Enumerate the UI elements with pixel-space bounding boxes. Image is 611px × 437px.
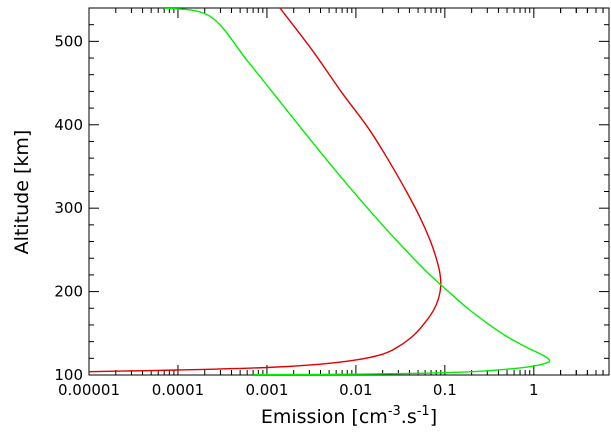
x-axis-title: Emission [cm-3.s-1] (261, 404, 437, 428)
series-line-1 (89, 8, 442, 373)
y-tick-label: 400 (54, 116, 83, 134)
axis-ticks (88, 7, 610, 376)
axis-tick-labels: 0.00001 0.0001 0.001 0.01 0.1 1 100 200 300 400 50… (54, 32, 538, 399)
y-tick-label: 200 (54, 283, 83, 301)
x-tick-label: 1 (529, 381, 539, 399)
plot-frame (88, 7, 610, 376)
x-tick-label: 0.00001 (58, 381, 120, 399)
x-tick-label: 0.1 (433, 381, 457, 399)
series-line-2 (164, 8, 551, 375)
x-tick-label: 0.01 (339, 381, 372, 399)
series-lines (89, 8, 551, 375)
y-tick-label: 100 (54, 366, 83, 384)
y-tick-label: 300 (54, 199, 83, 217)
x-tick-label: 0.001 (245, 381, 288, 399)
y-tick-label: 500 (54, 32, 83, 50)
y-axis-title: Altitude [km] (11, 130, 33, 255)
x-tick-label: 0.0001 (152, 381, 205, 399)
